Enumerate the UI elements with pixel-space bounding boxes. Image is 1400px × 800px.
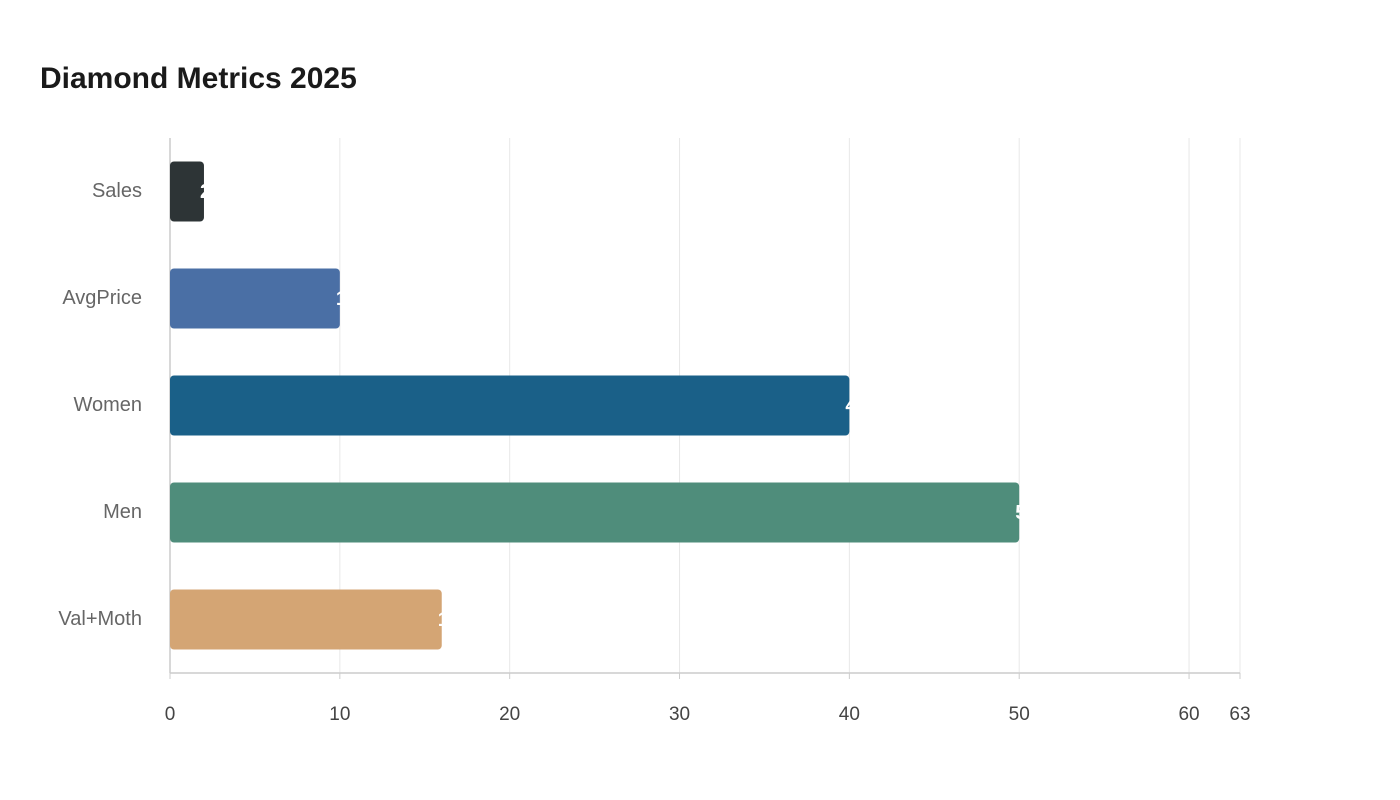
value-label: 40 [845,395,867,417]
bar [170,375,850,436]
bar [170,161,204,222]
x-tick-label: 60 [1178,704,1199,725]
value-label: 50 [1015,502,1037,524]
x-tick-label: 50 [1009,704,1030,725]
bar [170,589,442,650]
y-tick-label: Women [73,394,142,416]
value-label: 10 [336,288,358,310]
x-tick-label: 0 [165,704,176,725]
value-label: 16 [438,609,460,631]
x-tick-label: 20 [499,704,520,725]
y-tick-label: AvgPrice [62,287,142,309]
x-tick-label: 40 [839,704,860,725]
chart-title: Diamond Metrics 2025 [40,62,357,95]
x-tick-label: 30 [669,704,690,725]
bar [170,482,1020,543]
bar [170,268,340,329]
x-tick-label: 63 [1229,704,1250,725]
y-tick-label: Sales [92,180,142,202]
y-tick-label: Val+Moth [58,608,142,630]
value-label: 2 [200,181,211,203]
x-tick-label: 10 [329,704,350,725]
y-tick-label: Men [103,501,142,523]
